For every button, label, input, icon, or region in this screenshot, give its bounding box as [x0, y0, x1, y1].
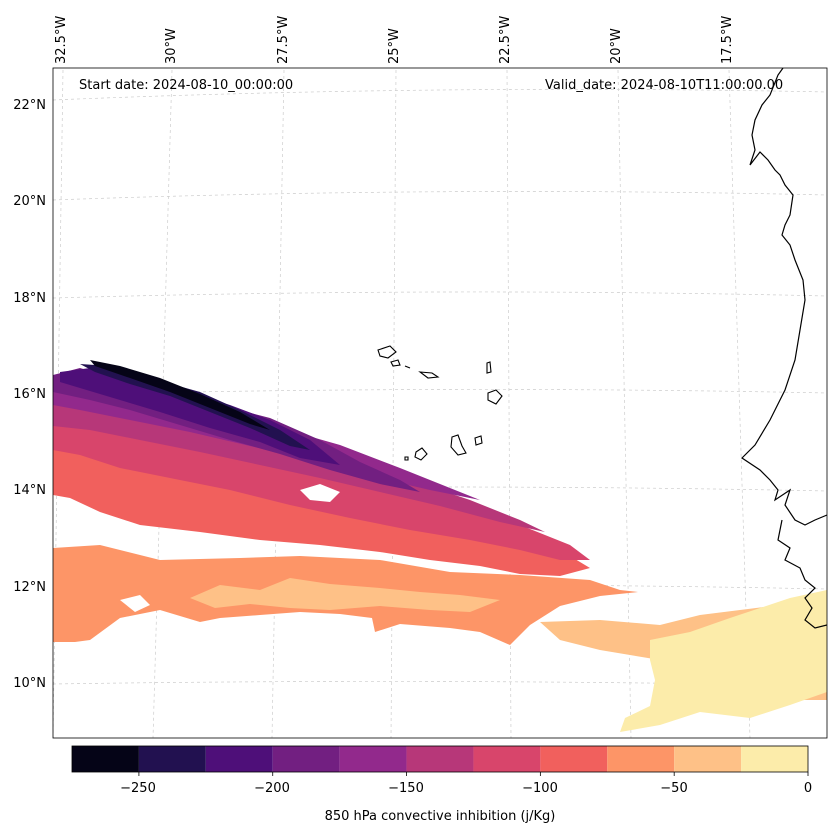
- cin-indigo-fill: [80, 364, 310, 450]
- cin-white-hole-2: [120, 595, 150, 612]
- colorbar-tick-label: −200: [254, 781, 290, 796]
- lat-label-18: 18°N: [13, 291, 46, 306]
- map-area: [53, 68, 827, 738]
- cin-contour-fields: [53, 360, 827, 732]
- cape-verde-islands: [377, 345, 503, 461]
- lat-label-20: 20°N: [13, 194, 46, 209]
- island-boa-vista: [487, 389, 503, 405]
- cin-violet-fill: [60, 368, 340, 465]
- gridline-lat-18: [53, 291, 827, 299]
- island-maio: [474, 435, 483, 446]
- colorbar-tick-label: 0: [803, 781, 813, 796]
- colorbar-tick-label: −50: [660, 781, 688, 796]
- lat-label-12: 12°N: [13, 580, 46, 595]
- cin-white-hole: [300, 484, 340, 502]
- lat-label-14: 14°N: [13, 483, 46, 498]
- island-fogo: [414, 447, 428, 461]
- island-santo-antao: [377, 345, 397, 359]
- colorbar-segment: [205, 746, 273, 772]
- colorbar-tick-label: −150: [388, 781, 424, 796]
- gridline-lat-22: [53, 88, 827, 101]
- colorbar-segment: [607, 746, 675, 772]
- island-sao-nicolau: [418, 371, 440, 379]
- island-brava: [404, 456, 409, 461]
- africa-coastline-south: [777, 519, 827, 629]
- cin-black-fill: [90, 360, 270, 430]
- colorbar-segment: [339, 746, 407, 772]
- gridline-lat-10: [53, 681, 827, 687]
- colorbar-segment: [272, 746, 340, 772]
- colorbar: [71, 745, 809, 776]
- colorbar-segment: [72, 746, 139, 772]
- colorbar-segment: [138, 746, 206, 772]
- island-sal: [486, 361, 492, 374]
- gridline-lat-20: [53, 191, 827, 201]
- map-frame: [52, 67, 828, 739]
- colorbar-frame: [71, 745, 809, 773]
- island-santiago: [450, 434, 467, 456]
- colorbar-segment: [540, 746, 608, 772]
- lon-label-30: 30°W: [164, 28, 179, 64]
- start-date-label: Start date: 2024-08-10_00:00:00: [79, 78, 294, 93]
- coastlines: [741, 68, 827, 629]
- lon-label-22-5: 22.5°W: [498, 15, 513, 64]
- colorbar-segment: [674, 746, 742, 772]
- colorbar-tick-label: −250: [120, 781, 156, 796]
- island-sao-vicente: [390, 359, 401, 367]
- colorbar-label: 850 hPa convective inhibition (j/Kg): [324, 809, 556, 824]
- island-santa-luzia: [404, 365, 411, 369]
- colorbar-segment: [741, 746, 808, 772]
- lat-label-16: 16°N: [13, 387, 46, 402]
- lon-label-32-5: 32.5°W: [54, 15, 69, 64]
- colorbar-segment: [473, 746, 541, 772]
- cin-pale-yellow-fill: [620, 590, 827, 732]
- lon-label-27-5: 27.5°W: [276, 15, 291, 64]
- lon-label-17-5: 17.5°W: [720, 15, 735, 64]
- lon-label-20: 20°W: [609, 28, 624, 64]
- gridline-lon-27-5: [271, 69, 285, 738]
- africa-coastline: [741, 68, 827, 526]
- lon-label-25: 25°W: [387, 28, 402, 64]
- cin-pink-fill: [53, 395, 545, 532]
- lat-label-22: 22°N: [13, 98, 46, 113]
- colorbar-segment: [406, 746, 474, 772]
- colorbar-tick-label: −100: [522, 781, 558, 796]
- valid-date-label: Valid_date: 2024-08-10T11:00:00.00: [545, 78, 784, 93]
- gridline-lon-25: [390, 69, 397, 738]
- cin-light-orange-fill: [190, 578, 500, 612]
- lat-label-10: 10°N: [13, 676, 46, 691]
